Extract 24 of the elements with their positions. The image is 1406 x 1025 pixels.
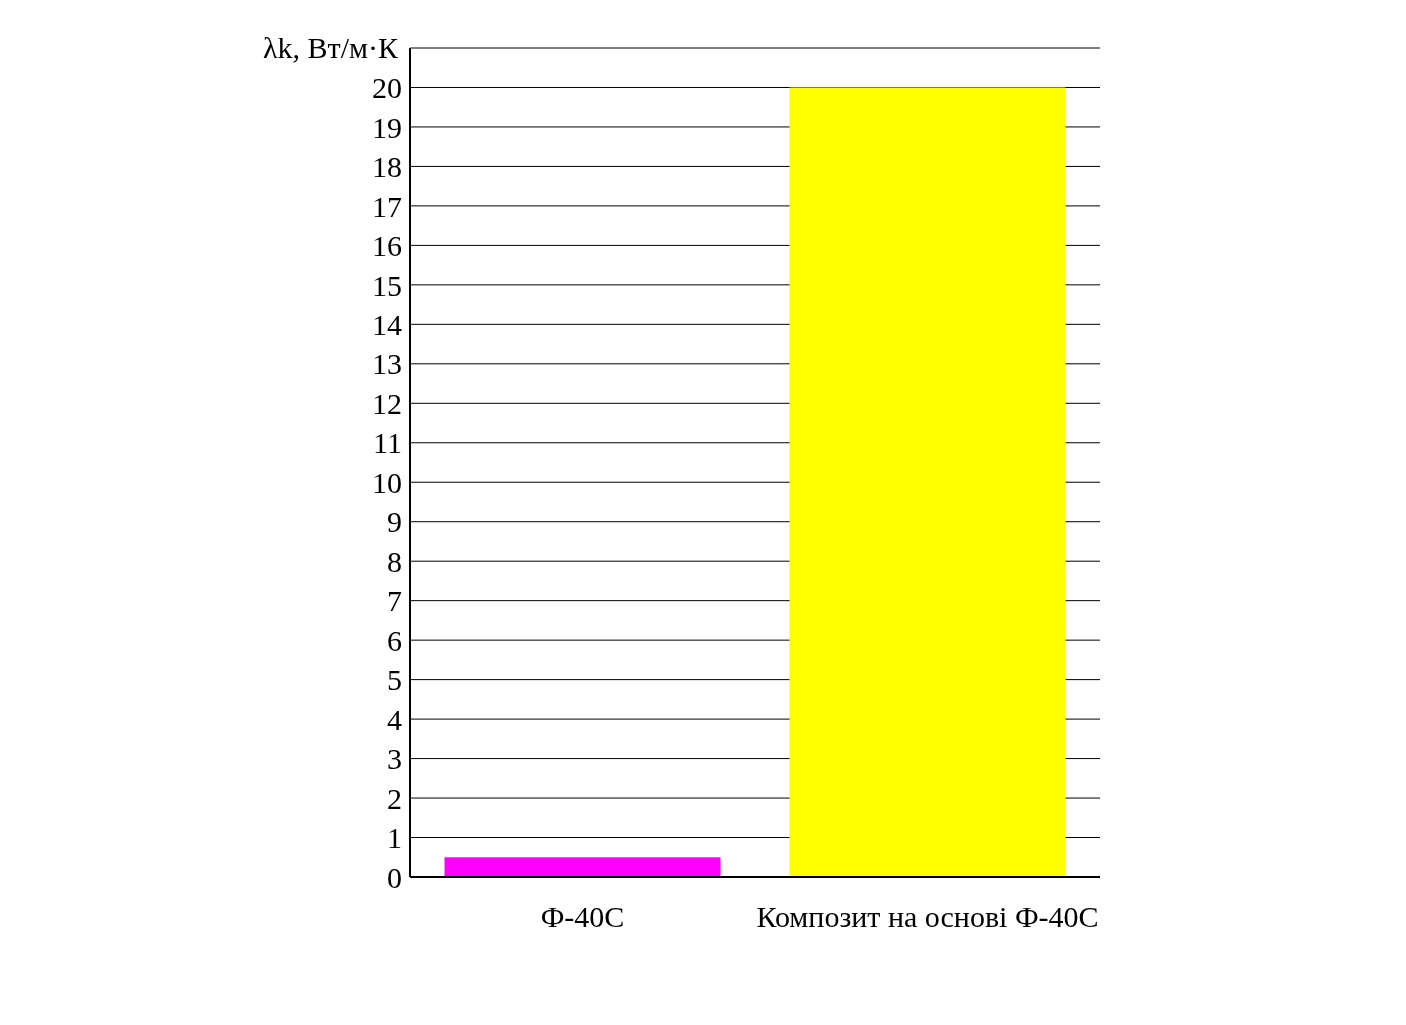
y-tick-label: 15 bbox=[372, 268, 402, 302]
y-tick-label: 14 bbox=[372, 307, 402, 341]
y-tick-label: 17 bbox=[372, 189, 402, 223]
x-tick-label: Ф-40С bbox=[540, 900, 625, 933]
y-axis-title: λk, Вт/м·К bbox=[263, 31, 399, 64]
y-tick-label: 0 bbox=[387, 860, 402, 894]
y-tick-label: 3 bbox=[387, 742, 402, 776]
y-tick-label: 4 bbox=[387, 702, 402, 736]
y-tick-label: 8 bbox=[387, 544, 402, 578]
y-tick-label: 19 bbox=[372, 110, 402, 144]
y-tick-label: 2 bbox=[387, 781, 402, 815]
y-tick-label: 16 bbox=[372, 229, 402, 263]
y-tick-label: 11 bbox=[373, 426, 402, 460]
y-tick-label: 7 bbox=[387, 584, 402, 618]
y-tick-label: 10 bbox=[372, 465, 402, 499]
y-tick-label: 5 bbox=[387, 663, 402, 697]
y-tick-label: 20 bbox=[372, 71, 402, 105]
y-tick-label: 9 bbox=[387, 505, 402, 539]
y-tick-label: 1 bbox=[387, 821, 402, 855]
y-tick-label: 12 bbox=[372, 386, 402, 420]
y-tick-label: 13 bbox=[372, 347, 402, 381]
x-tick-label: Композит на основі Ф-40С bbox=[756, 900, 1099, 933]
y-tick-label: 18 bbox=[372, 150, 402, 184]
y-tick-label: 6 bbox=[387, 623, 402, 657]
